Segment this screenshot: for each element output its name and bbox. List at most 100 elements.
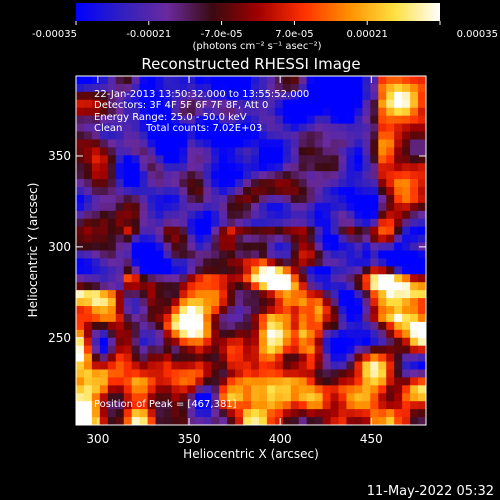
colorbar-tick-label: 0.00035 <box>457 29 498 40</box>
heatmap-cell <box>99 179 109 188</box>
heatmap-cell <box>338 242 348 252</box>
heatmap-cell <box>282 290 292 299</box>
heatmap-cell <box>251 210 260 220</box>
heatmap-cell <box>258 76 268 85</box>
heatmap-cell <box>243 194 252 204</box>
heatmap-cell <box>179 99 188 109</box>
heatmap-cell <box>394 226 403 236</box>
heatmap-cell <box>187 107 196 117</box>
heatmap-cell <box>179 202 188 212</box>
heatmap-cell <box>298 163 308 172</box>
heatmap-cell <box>91 234 101 244</box>
heatmap-cell <box>386 361 395 371</box>
heatmap-cell <box>227 274 236 283</box>
heatmap-cell <box>370 242 379 252</box>
heatmap-cell <box>99 258 109 267</box>
heatmap-cell <box>410 385 419 394</box>
heatmap-cell <box>171 83 181 93</box>
heatmap-cell <box>99 139 109 148</box>
heatmap-cell <box>131 409 141 418</box>
heatmap-cell <box>171 163 181 172</box>
heatmap-cell <box>235 139 244 148</box>
heatmap-cell <box>107 76 117 85</box>
heatmap-cell <box>83 218 93 228</box>
heatmap-cell <box>402 250 411 260</box>
heatmap-cell <box>91 99 101 109</box>
heatmap-cell <box>370 266 379 275</box>
heatmap-cell <box>386 187 395 196</box>
heatmap-cell <box>155 155 165 164</box>
heatmap-cell <box>362 163 371 172</box>
heatmap-cell <box>99 329 109 339</box>
heatmap-cell <box>115 393 125 402</box>
heatmap-cell <box>155 131 165 141</box>
heatmap-cell <box>211 306 220 315</box>
heatmap-cell <box>394 258 403 267</box>
heatmap-cell <box>402 115 411 125</box>
heatmap-cell <box>410 234 419 244</box>
heatmap-cell <box>171 179 181 188</box>
heatmap-cell <box>378 107 387 117</box>
heatmap-cell <box>282 409 292 418</box>
heatmap-cell <box>266 250 276 260</box>
heatmap-cell <box>266 369 276 379</box>
heatmap-cell <box>418 187 426 196</box>
heatmap-cell <box>76 306 85 315</box>
heatmap-cell <box>235 282 244 291</box>
y-axis-label: Heliocentric Y (arcsec) <box>26 183 40 318</box>
heatmap-cell <box>306 83 316 93</box>
annotation-detectors: Detectors: 3F 4F 5F 6F 7F 8F, Att 0 <box>94 100 268 111</box>
heatmap-cell <box>402 313 411 323</box>
heatmap-cell <box>99 353 109 363</box>
heatmap-cell <box>282 274 292 283</box>
heatmap-cell <box>123 76 133 85</box>
heatmap-cell <box>338 179 348 188</box>
heatmap-cell <box>171 123 181 133</box>
heatmap-cell <box>306 147 316 156</box>
heatmap-cell <box>243 321 252 331</box>
heatmap-cell <box>274 369 284 379</box>
heatmap-cell <box>338 202 348 212</box>
heatmap-cell <box>76 409 85 418</box>
heatmap-cell <box>251 171 260 180</box>
heatmap-cell <box>410 202 419 212</box>
heatmap-cell <box>418 131 426 141</box>
heatmap-cell <box>306 99 316 109</box>
heatmap-cell <box>346 171 356 180</box>
heatmap-cell <box>107 163 117 172</box>
heatmap-cell <box>147 306 157 315</box>
heatmap-cell <box>131 282 141 291</box>
heatmap-cell <box>139 345 149 355</box>
heatmap-cell <box>187 202 196 212</box>
heatmap-cell <box>274 258 284 267</box>
heatmap-cell <box>123 306 133 315</box>
heatmap-cell <box>155 171 165 180</box>
heatmap-cell <box>139 123 149 133</box>
heatmap-cell <box>83 258 93 267</box>
heatmap-cell <box>306 123 316 133</box>
heatmap-cell <box>378 298 387 307</box>
heatmap-cell <box>274 409 284 418</box>
heatmap-cell <box>227 321 236 331</box>
heatmap-cell <box>330 99 340 109</box>
heatmap-cell <box>394 194 403 204</box>
heatmap-cell <box>235 393 244 402</box>
heatmap-cell <box>290 306 300 315</box>
heatmap-cell <box>195 147 204 156</box>
heatmap-cell <box>322 115 332 125</box>
heatmap-cell <box>187 361 196 371</box>
heatmap-cell <box>99 401 109 410</box>
heatmap-cell <box>171 282 181 291</box>
heatmap-cell <box>306 393 316 402</box>
heatmap-cell <box>91 258 101 267</box>
heatmap-cell <box>123 83 133 93</box>
heatmap-cell <box>155 409 165 418</box>
heatmap-cell <box>322 76 332 85</box>
heatmap-cell <box>107 179 117 188</box>
heatmap-cell <box>163 353 173 363</box>
heatmap-cell <box>386 393 395 402</box>
heatmap-cell <box>346 234 356 244</box>
heatmap-cell <box>266 210 276 220</box>
heatmap-cell <box>139 171 149 180</box>
